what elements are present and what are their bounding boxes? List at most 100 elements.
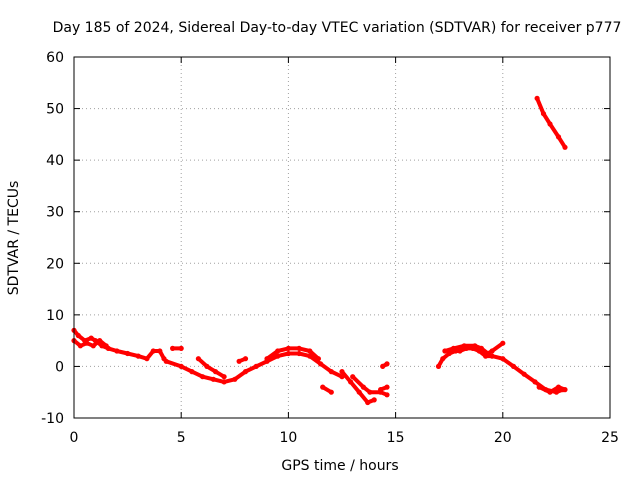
data-point — [75, 332, 81, 339]
series-track-16 — [534, 95, 568, 150]
data-point — [103, 343, 109, 349]
data-point — [144, 356, 150, 362]
data-point — [315, 356, 321, 362]
series-track-2 — [71, 338, 109, 349]
series-line — [340, 369, 377, 405]
data-point — [285, 350, 291, 357]
series-track-1 — [71, 327, 167, 362]
data-point — [450, 345, 457, 351]
data-point — [442, 348, 448, 354]
data-point — [150, 348, 156, 354]
data-point — [157, 348, 163, 354]
data-series — [71, 95, 568, 406]
y-tick-label: 40 — [46, 153, 64, 169]
data-point — [435, 363, 442, 369]
data-point — [84, 340, 90, 346]
data-point — [170, 345, 176, 351]
data-point — [500, 340, 506, 346]
data-point — [534, 95, 540, 101]
data-point — [380, 363, 386, 369]
data-point — [178, 345, 184, 351]
data-point — [212, 369, 219, 375]
data-point — [472, 343, 478, 349]
data-point — [264, 356, 270, 362]
data-point — [540, 111, 547, 117]
series-track-7 — [236, 356, 249, 364]
data-point — [189, 369, 195, 375]
data-point — [125, 350, 131, 357]
data-point — [365, 399, 371, 406]
data-point — [510, 363, 517, 369]
series-track-4 — [163, 350, 345, 385]
series-track-13 — [435, 345, 566, 395]
data-point — [285, 345, 291, 351]
data-point — [446, 350, 452, 357]
data-point — [440, 356, 446, 362]
data-point — [77, 343, 83, 349]
data-point — [367, 389, 373, 395]
data-point — [232, 376, 238, 382]
data-point — [195, 356, 201, 362]
data-point — [371, 397, 377, 403]
data-point — [536, 384, 542, 390]
data-point — [457, 348, 463, 354]
data-point — [135, 353, 141, 359]
data-point — [275, 348, 281, 354]
data-point — [489, 353, 495, 359]
y-tick-label: 60 — [46, 50, 64, 66]
series-line — [196, 356, 227, 379]
y-tick-label: 10 — [46, 308, 64, 324]
data-point — [356, 389, 362, 395]
data-point — [500, 356, 506, 362]
data-point — [555, 384, 562, 390]
data-point — [236, 358, 242, 364]
data-point — [90, 343, 96, 349]
series-track-5 — [195, 356, 227, 380]
data-point — [384, 392, 390, 398]
series-track-11 — [380, 361, 390, 369]
data-point — [378, 387, 384, 393]
series-track-6 — [264, 345, 321, 362]
series-track-14 — [442, 340, 506, 357]
axes: 0 5 10 15 20 25 -10 0 10 20 30 40 50 60 — [41, 50, 619, 446]
data-point — [296, 350, 302, 357]
data-point — [547, 121, 553, 127]
data-point — [307, 348, 313, 354]
data-point — [328, 369, 334, 375]
chart-title: Day 185 of 2024, Sidereal Day-to-day VTE… — [53, 20, 622, 36]
data-point — [114, 348, 120, 354]
series-track-8 — [320, 384, 334, 395]
y-tick-label: 30 — [46, 205, 64, 221]
y-tick-label: -10 — [41, 411, 64, 427]
data-point — [242, 356, 249, 362]
x-tick-label: 25 — [601, 430, 619, 446]
data-point — [547, 389, 553, 395]
data-point — [221, 379, 227, 385]
grid-lines — [74, 57, 610, 418]
data-point — [350, 374, 356, 380]
data-point — [348, 379, 354, 385]
data-point — [461, 343, 467, 349]
data-point — [242, 369, 249, 375]
y-axis-label: SDTVAR / TECUs — [6, 181, 22, 296]
x-tick-label: 15 — [387, 430, 405, 446]
x-tick-label: 20 — [494, 430, 512, 446]
data-point — [384, 361, 390, 367]
series-line — [537, 385, 567, 395]
data-point — [489, 348, 495, 354]
data-point — [200, 374, 206, 380]
x-tick-label: 10 — [279, 430, 297, 446]
data-point — [97, 338, 103, 344]
data-point — [275, 353, 281, 359]
data-point — [360, 384, 366, 390]
data-point — [296, 345, 302, 351]
data-point — [318, 361, 324, 367]
data-point — [204, 363, 210, 369]
series-track-15 — [536, 384, 568, 395]
x-axis-label: GPS time / hours — [281, 458, 398, 474]
series-track-12 — [378, 384, 390, 393]
series-track-9 — [339, 369, 377, 406]
data-point — [485, 350, 491, 357]
data-point — [328, 389, 334, 395]
